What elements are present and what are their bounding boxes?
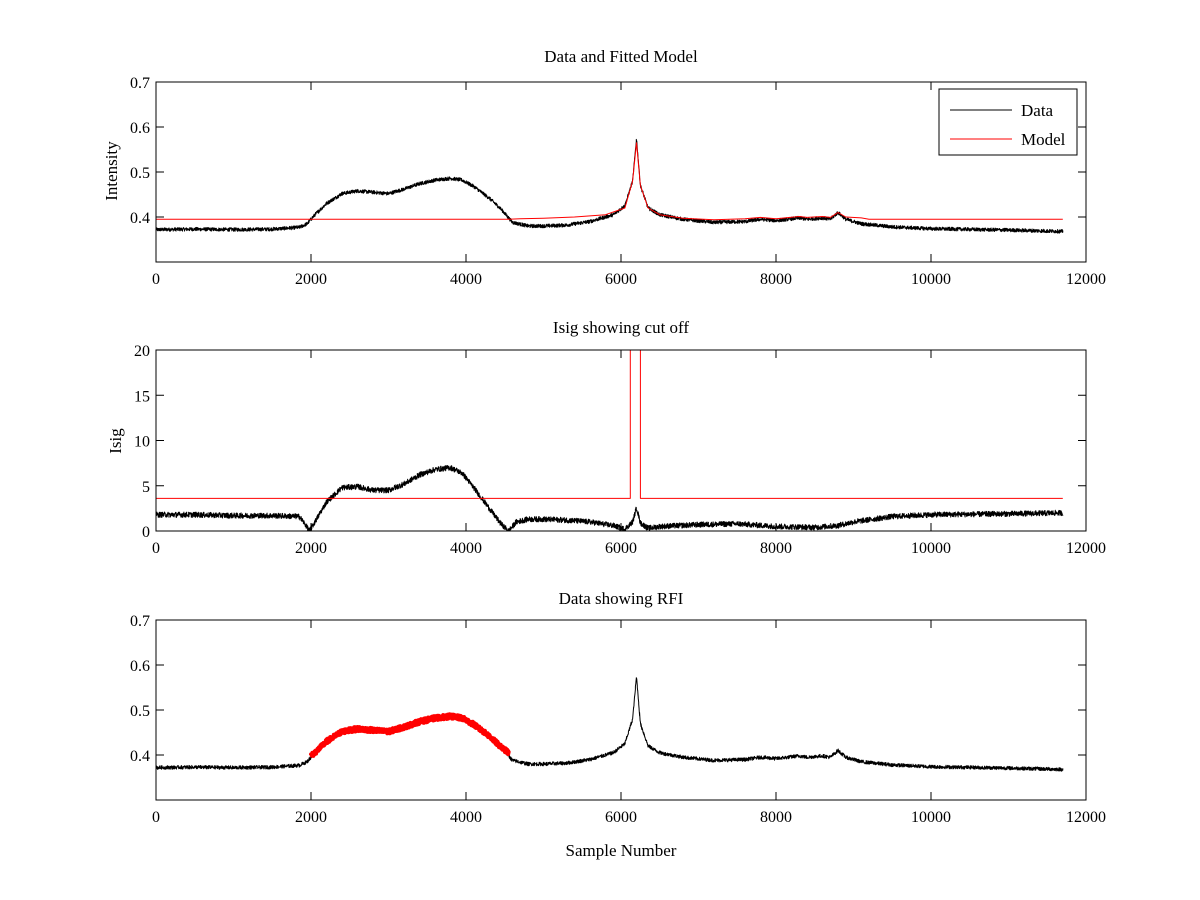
panel1-series-model-line bbox=[156, 142, 1063, 221]
y-tick-label: 0.4 bbox=[130, 748, 150, 765]
x-tick-label: 6000 bbox=[605, 809, 637, 826]
panel2-ylabel: Isig bbox=[106, 428, 125, 454]
y-tick-label: 0.6 bbox=[130, 120, 150, 137]
panel1-ticks: 0 2000 4000 6000 8000 10000 12000 0.4 0.5 0.6 0.7 bbox=[130, 75, 1106, 288]
y-tick-label: 0.5 bbox=[130, 703, 150, 720]
legend-model-label: Model bbox=[1021, 130, 1066, 149]
x-tick-label: 12000 bbox=[1066, 540, 1106, 557]
x-tick-label: 0 bbox=[152, 540, 160, 557]
y-tick-label: 10 bbox=[134, 434, 150, 451]
legend-data-label: Data bbox=[1021, 101, 1054, 120]
x-tick-label: 12000 bbox=[1066, 809, 1106, 826]
y-tick-label: 20 bbox=[134, 343, 150, 360]
panel2-ticks: 0 2000 4000 6000 8000 10000 12000 0 5 10 15 20 bbox=[134, 343, 1106, 557]
panel2-series-1-line bbox=[156, 350, 1063, 499]
x-tick-label: 8000 bbox=[760, 540, 792, 557]
x-tick-label: 8000 bbox=[760, 271, 792, 288]
x-tick-label: 4000 bbox=[450, 540, 482, 557]
panel2-series-0-line bbox=[156, 465, 1064, 531]
x-tick-label: 2000 bbox=[295, 540, 327, 557]
x-tick-label: 6000 bbox=[605, 271, 637, 288]
x-tick-label: 0 bbox=[152, 271, 160, 288]
y-tick-label: 5 bbox=[142, 479, 150, 496]
panel3-ticks: 0 2000 4000 6000 8000 10000 12000 0.4 0.5 0.6 0.7 bbox=[130, 613, 1106, 826]
x-tick-label: 4000 bbox=[450, 271, 482, 288]
x-tick-label: 8000 bbox=[760, 809, 792, 826]
panel1-title: Data and Fitted Model bbox=[544, 47, 698, 66]
x-tick-label: 4000 bbox=[450, 809, 482, 826]
y-tick-label: 0.6 bbox=[130, 658, 150, 675]
x-tick-label: 6000 bbox=[605, 540, 637, 557]
y-tick-label: 0.7 bbox=[130, 75, 150, 92]
x-tick-label: 10000 bbox=[911, 540, 951, 557]
panel3-series-1-line bbox=[309, 712, 511, 758]
panel2-lines bbox=[156, 350, 1064, 531]
panel3-xlabel: Sample Number bbox=[566, 841, 677, 860]
panel3-title: Data showing RFI bbox=[559, 589, 684, 608]
legend-box bbox=[938, 88, 1078, 156]
x-tick-label: 10000 bbox=[911, 809, 951, 826]
panel3-series-0-line bbox=[156, 677, 1064, 772]
panel3-lines bbox=[156, 677, 1064, 772]
y-tick-label: 0 bbox=[142, 524, 150, 541]
panel2-title: Isig showing cut off bbox=[553, 318, 689, 337]
legend: Data Model bbox=[938, 88, 1078, 156]
y-tick-label: 0.5 bbox=[130, 165, 150, 182]
panel1-lines bbox=[156, 138, 1064, 234]
x-tick-label: 0 bbox=[152, 809, 160, 826]
panel-isig-cutoff: Isig showing cut off Isig 0 2000 4000 6000 8… bbox=[106, 318, 1106, 557]
y-tick-label: 0.7 bbox=[130, 613, 150, 630]
panel1-ylabel: Intensity bbox=[102, 141, 121, 201]
panel1-series-data-line bbox=[156, 138, 1064, 234]
panel-data-and-model: Data and Fitted Model Intensity 0 2000 400… bbox=[102, 47, 1106, 288]
x-tick-label: 2000 bbox=[295, 809, 327, 826]
panel-data-rfi: Data showing RFI Sample Number 0 2000 4000… bbox=[130, 589, 1106, 860]
y-tick-label: 15 bbox=[134, 388, 150, 405]
y-tick-label: 0.4 bbox=[130, 210, 150, 227]
x-tick-label: 10000 bbox=[911, 271, 951, 288]
x-tick-label: 12000 bbox=[1066, 271, 1106, 288]
x-tick-label: 2000 bbox=[295, 271, 327, 288]
